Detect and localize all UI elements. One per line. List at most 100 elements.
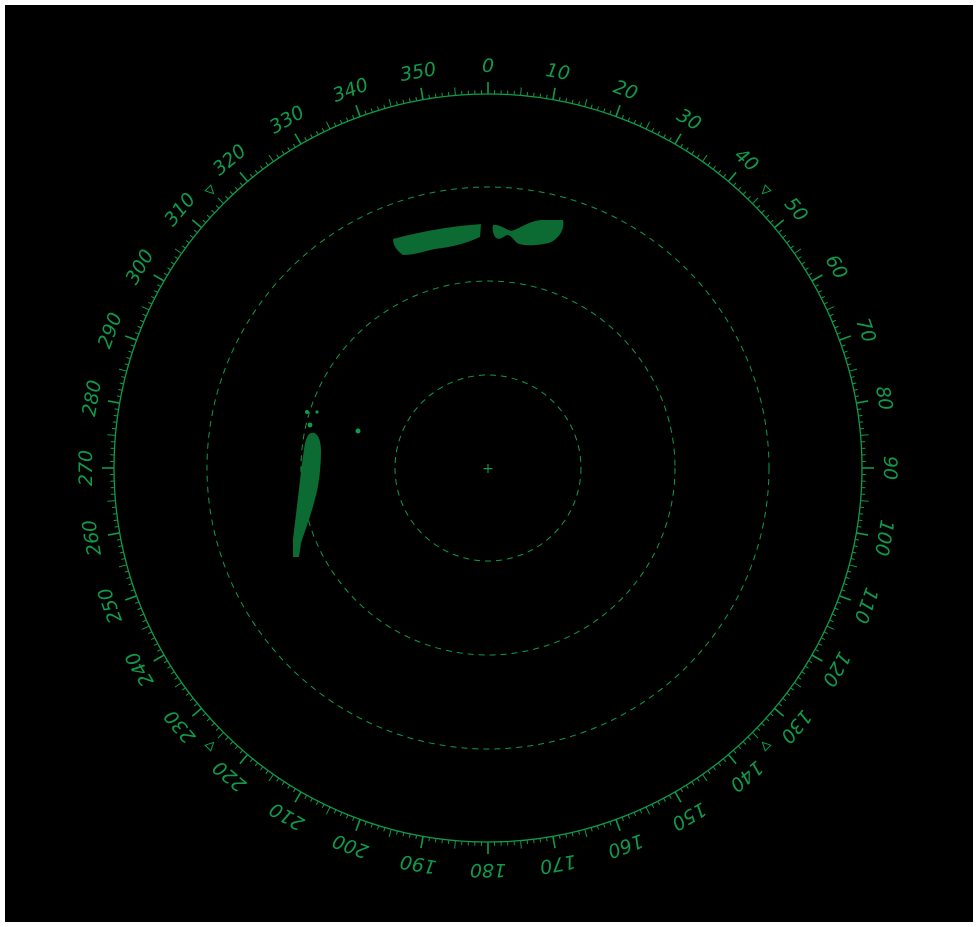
bearing-tick [388, 829, 392, 838]
bearing-tick [786, 692, 791, 696]
bearing-tick [239, 753, 249, 765]
bearing-tick [621, 816, 624, 822]
bearing-tick [850, 557, 855, 560]
bearing-tick [680, 788, 684, 793]
bearing-tick [717, 762, 722, 767]
bearing-tick [119, 551, 124, 554]
bearing-tick [189, 697, 194, 702]
bearing-tick [826, 625, 835, 630]
bearing-tick [157, 284, 162, 288]
bearing-tick [847, 363, 852, 366]
bearing-tick [114, 408, 119, 410]
bearing-tick [355, 105, 361, 117]
bearing-tick [565, 98, 568, 103]
bearing-tick [645, 806, 650, 815]
bearing-tick [154, 290, 159, 293]
bearing-tick [339, 812, 343, 817]
bearing-tick [408, 833, 411, 838]
bearing-tick [717, 169, 722, 174]
bearing-tick [415, 96, 418, 101]
bearing-tick [823, 631, 828, 635]
bearing-tick [790, 687, 795, 691]
bearing-tick [174, 248, 182, 254]
bearing-tick [321, 128, 325, 133]
bearing-tick [603, 108, 606, 113]
bearing-label-80: 80 [871, 384, 897, 412]
bearing-tick [782, 234, 787, 239]
bearing-tick [383, 104, 386, 109]
bearing-tick [836, 601, 842, 604]
bearing-tick [428, 837, 430, 842]
bearing-tick [858, 519, 863, 522]
echo-small-blip[interactable] [355, 428, 361, 434]
bearing-label-130: 130 [776, 705, 816, 747]
bearing-tick [260, 766, 264, 771]
bearing-tick [765, 717, 770, 722]
bearing-marker-triangle-icon [761, 741, 772, 752]
bearing-tick [434, 838, 437, 843]
bearing-tick [249, 173, 254, 178]
bearing-tick [590, 104, 593, 109]
bearing-label-250: 250 [94, 585, 127, 627]
bearing-label-110: 110 [849, 585, 882, 627]
bearing-tick [113, 519, 118, 522]
bearing-label-340: 340 [330, 74, 372, 107]
bearing-tick [778, 229, 783, 234]
bearing-tick [841, 344, 846, 347]
bearing-tick [814, 648, 819, 652]
bearing-tick [817, 643, 822, 646]
bearing-tick [839, 595, 851, 601]
bearing-label-330: 330 [266, 101, 308, 138]
bearing-tick [857, 526, 862, 528]
bearing-tick [211, 209, 215, 214]
bearing-label-200: 200 [330, 829, 372, 862]
echo-blip-3[interactable] [315, 410, 319, 414]
bearing-tick [584, 98, 588, 107]
echo-north-east[interactable] [492, 220, 564, 246]
bearing-tick [712, 766, 716, 771]
bearing-ticks [102, 82, 874, 854]
radar-frame: 0 10 20 30 40 50 60 70 80 90 100 110 120 130 140 150 160… [5, 5, 973, 922]
bearing-tick [134, 601, 140, 604]
bearing-tick [185, 692, 190, 696]
bearing-tick [153, 654, 165, 662]
bearing-tick [225, 736, 229, 741]
bearing-tick [565, 833, 568, 838]
bearing-tick [321, 803, 325, 808]
bearing-label-0: 0 [482, 55, 494, 77]
bearing-tick [558, 96, 561, 101]
bearing-tick [254, 762, 259, 767]
echo-blip-2[interactable] [305, 410, 309, 414]
bearing-tick [843, 583, 848, 586]
bearing-tick [420, 87, 424, 100]
bearing-tick [797, 676, 802, 680]
bearing-tick [804, 267, 809, 271]
bearing-tick [856, 532, 869, 536]
bearing-tick [691, 781, 695, 786]
bearing-tick [674, 791, 682, 803]
bearing-tick [756, 727, 761, 731]
bearing-tick [148, 301, 153, 305]
bearing-tick [116, 395, 121, 398]
bearing-label-280: 280 [78, 378, 106, 418]
bearing-tick [408, 98, 411, 103]
bearing-tick [292, 788, 296, 793]
bearing-tick [773, 219, 785, 229]
bearing-tick [124, 363, 129, 366]
bearing-tick [782, 697, 787, 702]
bearing-tick [167, 665, 172, 669]
bearing-tick [857, 408, 862, 410]
echo-west-coast[interactable] [293, 432, 321, 557]
bearing-label-120: 120 [818, 648, 855, 690]
echo-blip-4[interactable] [307, 422, 313, 428]
bearing-tick [191, 707, 203, 717]
bearing-tick [539, 93, 542, 98]
range-rings [206, 186, 770, 750]
bearing-label-190: 190 [398, 850, 438, 878]
bearing-tick [786, 240, 791, 244]
echo-north-west[interactable] [393, 224, 481, 255]
bearing-tick [707, 770, 711, 775]
bearing-label-30: 30 [673, 104, 705, 135]
bearing-tick [141, 625, 150, 630]
